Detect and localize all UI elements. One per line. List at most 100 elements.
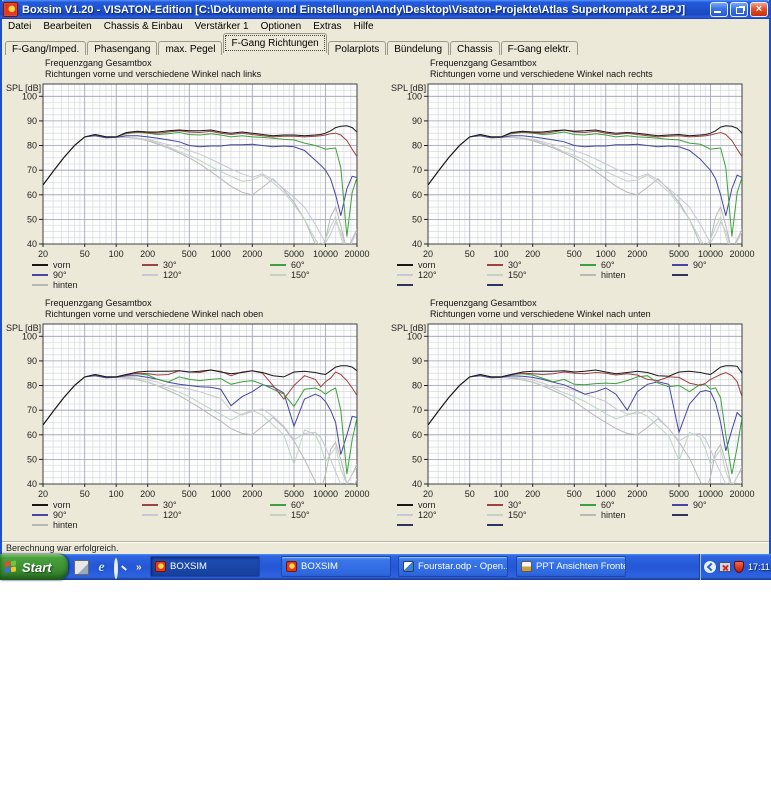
svg-text:5000: 5000 <box>669 249 689 259</box>
menu-item-chassis-einbau[interactable]: Chassis & Einbau <box>103 20 183 32</box>
legend-swatch <box>270 504 286 506</box>
svg-text:40: 40 <box>412 479 422 489</box>
chart-area: Frequenzgang Gesamtbox Richtungen vorne u… <box>2 55 769 541</box>
series-vorn <box>43 365 357 426</box>
svg-text:80: 80 <box>27 381 37 391</box>
menu-item-bearbeiten[interactable]: Bearbeiten <box>43 20 92 32</box>
application-window: Boxsim V1.20 - VISATON-Edition [C:\Dokum… <box>0 0 771 554</box>
svg-text:50: 50 <box>465 489 475 499</box>
series-vorn <box>43 125 357 186</box>
svg-text:50: 50 <box>412 214 422 224</box>
svg-text:20000: 20000 <box>729 249 754 259</box>
legend-label: hinten <box>53 280 78 290</box>
taskbar-task-fourstar-odp-open-2[interactable]: Fourstar.odp - Open... <box>398 556 508 577</box>
legend-item-blank <box>672 270 693 280</box>
close-button[interactable]: × <box>750 2 768 17</box>
taskbar-task-boxsim-0[interactable]: BOXSIM <box>150 556 260 577</box>
legend-label: 30° <box>163 500 177 510</box>
chart-richtungen-oben: Frequenzgang Gesamtbox Richtungen vorne u… <box>5 297 388 535</box>
minimize-button[interactable] <box>710 2 728 17</box>
menu-item-hilfe[interactable]: Hilfe <box>353 20 374 32</box>
menu-item-datei[interactable]: Datei <box>8 20 32 32</box>
svg-text:500: 500 <box>182 249 197 259</box>
svg-text:100: 100 <box>109 489 124 499</box>
series-vorn <box>428 365 742 426</box>
svg-text:5000: 5000 <box>284 489 304 499</box>
legend-item-blank <box>397 280 418 290</box>
taskbar: Start e » BOXSIM BOXSIM Fourstar.odp - Ope… <box>0 554 771 580</box>
menu-item-verst-rker-1[interactable]: Verstärker 1 <box>194 20 249 32</box>
tab-max-pegel[interactable]: max. Pegel <box>158 41 223 57</box>
app-window-icon[interactable] <box>74 559 89 575</box>
svg-text:100: 100 <box>22 91 37 101</box>
quick-launch: e » <box>74 554 142 580</box>
legend-item-60: 60° <box>270 500 305 510</box>
legend-swatch <box>32 264 48 266</box>
menu-item-extras[interactable]: Extras <box>313 20 342 32</box>
svg-text:10000: 10000 <box>313 249 338 259</box>
windows-flag-icon <box>5 560 18 574</box>
legend-item-hinten: hinten <box>580 510 626 520</box>
svg-text:60: 60 <box>27 190 37 200</box>
svg-text:500: 500 <box>567 489 582 499</box>
title-bar[interactable]: Boxsim V1.20 - VISATON-Edition [C:\Dokum… <box>0 0 771 19</box>
chart-legend: vorn 30° 60° 90° 120° 150° hinten <box>5 260 388 292</box>
legend-label: 30° <box>508 500 522 510</box>
legend-swatch <box>487 284 503 286</box>
start-button[interactable]: Start <box>0 554 68 580</box>
legend-item-30: 30° <box>142 260 177 270</box>
svg-text:1000: 1000 <box>596 249 616 259</box>
security-shield-icon[interactable] <box>734 561 744 573</box>
quick-launch-overflow-chevron[interactable]: » <box>136 561 142 573</box>
svg-text:50: 50 <box>27 214 37 224</box>
restore-icon <box>736 7 744 14</box>
legend-item-150: 150° <box>270 270 310 280</box>
hide-inactive-chevron-icon[interactable] <box>704 561 716 573</box>
legend-swatch <box>580 274 596 276</box>
menu-item-optionen[interactable]: Optionen <box>260 20 302 32</box>
tab-chassis[interactable]: Chassis <box>450 41 500 57</box>
legend-swatch <box>672 514 688 516</box>
svg-text:200: 200 <box>525 489 540 499</box>
svg-text:80: 80 <box>412 381 422 391</box>
svg-text:50: 50 <box>80 249 90 259</box>
internet-explorer-icon[interactable]: e <box>98 559 105 575</box>
tab-polarplots[interactable]: Polarplots <box>327 41 387 57</box>
svg-text:100: 100 <box>407 91 422 101</box>
tab-b-ndelung[interactable]: Bündelung <box>387 41 450 57</box>
taskbar-task-boxsim-1[interactable]: BOXSIM <box>281 556 391 577</box>
legend-label: 90° <box>53 510 67 520</box>
svg-text:50: 50 <box>465 249 475 259</box>
svg-text:40: 40 <box>27 479 37 489</box>
legend-label: 60° <box>601 260 615 270</box>
chart-title: Frequenzgang Gesamtbox <box>45 298 152 308</box>
network-offline-icon[interactable] <box>719 562 731 572</box>
legend-item-vorn: vorn <box>32 260 71 270</box>
tab-f-gang-richtungen[interactable]: F-Gang Richtungen <box>223 33 327 53</box>
tab-f-gang-elektr[interactable]: F-Gang elektr. <box>500 41 578 57</box>
legend-label: 90° <box>693 260 707 270</box>
legend-item-60: 60° <box>270 260 305 270</box>
svg-text:50: 50 <box>27 454 37 464</box>
chart-legend: vorn 30° 60° 90° 120° 150° hinten <box>5 500 388 532</box>
chart-richtungen-unten: Frequenzgang Gesamtbox Richtungen vorne u… <box>390 297 769 535</box>
restore-button[interactable] <box>730 2 748 17</box>
taskbar-task-ppt-ansichten-fronte-3[interactable]: PPT Ansichten Fronte... <box>516 556 626 577</box>
legend-swatch <box>580 264 596 266</box>
tab-phasengang[interactable]: Phasengang <box>87 41 158 57</box>
task-label: Fourstar.odp - Open... <box>418 561 508 572</box>
chart-subtitle: Richtungen vorne und verschiedene Winkel… <box>430 69 653 79</box>
chart-subtitle: Richtungen vorne und verschiedene Winkel… <box>430 309 651 319</box>
legend-item-30: 30° <box>487 260 522 270</box>
svg-text:SPL [dB]: SPL [dB] <box>391 323 426 333</box>
svg-text:500: 500 <box>182 489 197 499</box>
svg-text:90: 90 <box>27 356 37 366</box>
magnifier-icon[interactable] <box>114 557 129 579</box>
legend-item-90: 90° <box>672 500 707 510</box>
legend-label: 30° <box>508 260 522 270</box>
svg-text:100: 100 <box>494 489 509 499</box>
legend-label: vorn <box>53 500 71 510</box>
legend-swatch <box>32 504 48 506</box>
tab-f-gang-imped[interactable]: F-Gang/Imped. <box>5 41 87 57</box>
svg-text:20: 20 <box>423 489 433 499</box>
